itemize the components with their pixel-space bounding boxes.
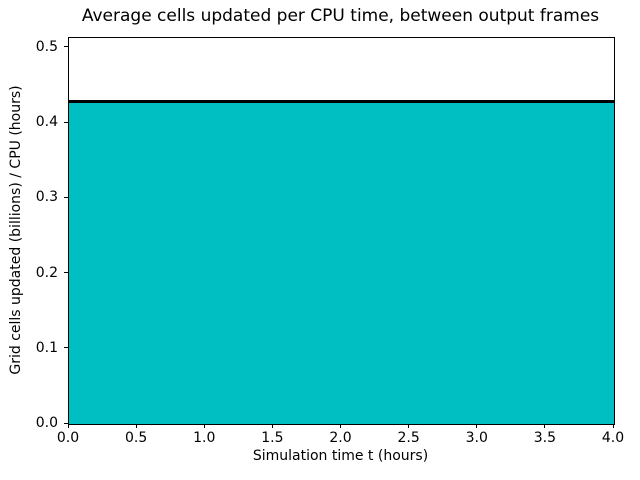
x-tick-label: 2.5 [397, 430, 420, 446]
y-tick-mark [64, 272, 68, 273]
x-tick-mark [612, 424, 614, 428]
x-tick-mark [135, 424, 137, 428]
x-tick-container: 0.0 0.5 1.0 1.5 2.0 2.5 3.0 3.5 4.0 [57, 424, 624, 456]
y-tick-mark [64, 121, 68, 123]
y-tick-mark [64, 422, 68, 424]
x-tick-mark [67, 424, 69, 428]
x-tick-label: 1.5 [261, 430, 284, 446]
chart-title: Average cells updated per CPU time, betw… [81, 6, 600, 26]
x-tick-mark [476, 424, 478, 428]
x-tick-label: 1.0 [193, 430, 216, 446]
y-tick-mark [64, 347, 68, 349]
x-tick-mark [408, 424, 410, 428]
y-tick-label: 0.2 [35, 264, 58, 281]
y-tick-label: 0.3 [35, 189, 58, 206]
x-tick-mark [271, 424, 273, 428]
x-tick-label: 3.0 [465, 430, 488, 446]
y-tick-container: 0.0 0.1 0.2 0.3 0.4 0.5 [0, 37, 68, 431]
x-tick-label: 4.0 [601, 430, 625, 446]
x-axis-label: Simulation time t (hours) [252, 448, 429, 464]
x-tick-label: 0.0 [56, 430, 80, 446]
x-tick-label: 0.5 [124, 430, 148, 446]
x-tick-mark [340, 424, 341, 428]
x-tick-mark [544, 424, 546, 428]
x-tick-label: 2.0 [329, 430, 352, 446]
x-tick-mark [203, 424, 205, 428]
y-tick-mark [64, 196, 68, 198]
plot-area [68, 37, 615, 425]
y-tick-label: 0.0 [35, 415, 58, 431]
area-fill-series [69, 100, 614, 424]
y-tick-mark [64, 46, 68, 48]
x-tick-label: 3.5 [533, 430, 556, 446]
y-tick-label: 0.4 [35, 114, 58, 131]
y-tick-label: 0.1 [35, 339, 58, 356]
y-tick-label: 0.5 [35, 38, 58, 55]
